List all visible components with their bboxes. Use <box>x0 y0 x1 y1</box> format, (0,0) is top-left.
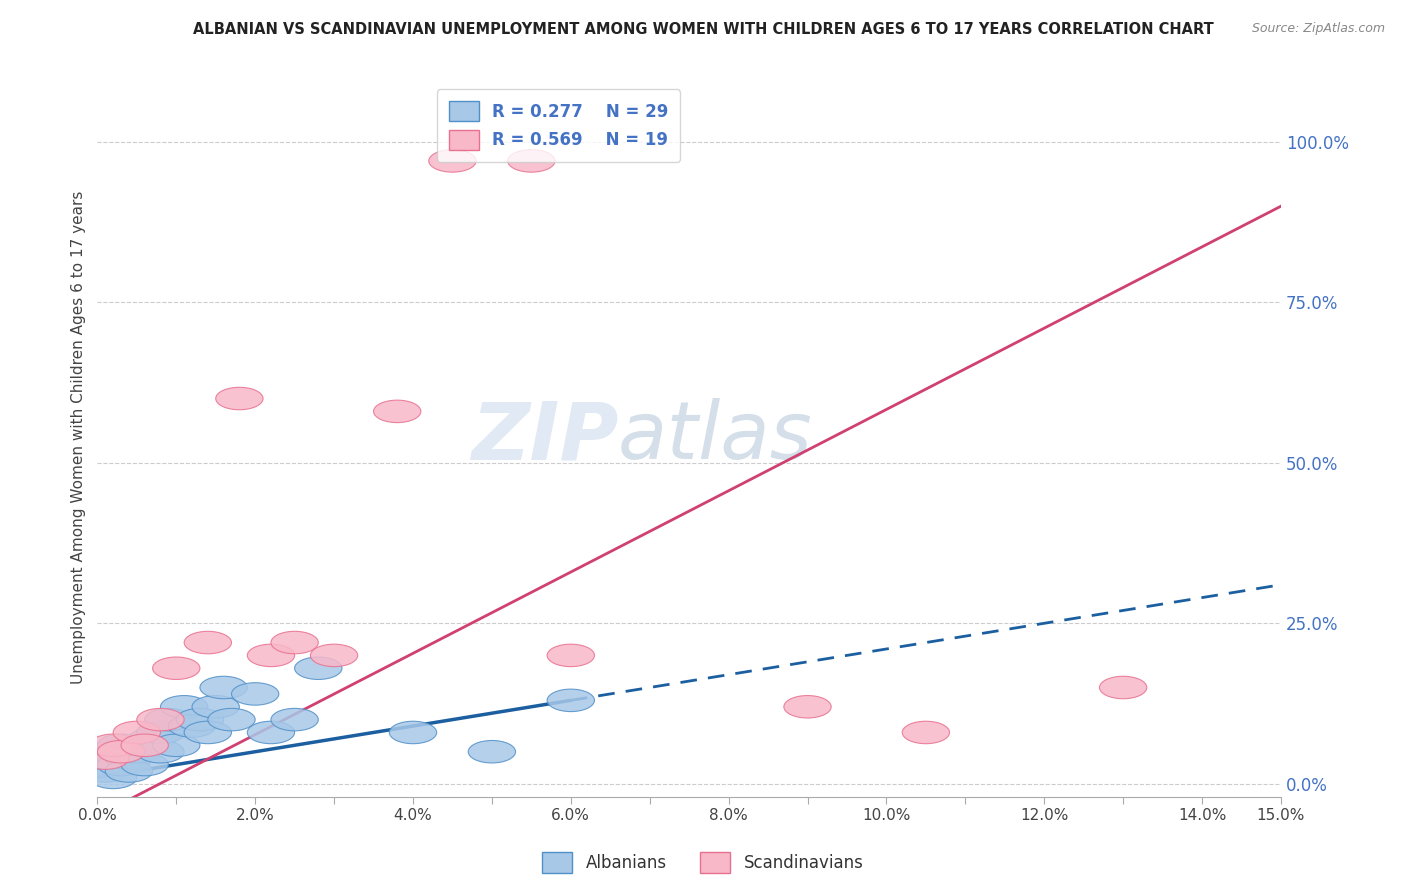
Ellipse shape <box>200 676 247 698</box>
Ellipse shape <box>145 708 193 731</box>
Ellipse shape <box>783 696 831 718</box>
Ellipse shape <box>97 734 145 756</box>
Text: atlas: atlas <box>619 398 813 476</box>
Ellipse shape <box>105 747 153 770</box>
Ellipse shape <box>90 740 136 763</box>
Ellipse shape <box>105 760 153 782</box>
Ellipse shape <box>311 644 357 666</box>
Ellipse shape <box>121 734 169 756</box>
Ellipse shape <box>82 747 129 770</box>
Ellipse shape <box>247 644 295 666</box>
Ellipse shape <box>160 696 208 718</box>
Ellipse shape <box>176 708 224 731</box>
Ellipse shape <box>468 740 516 763</box>
Ellipse shape <box>153 734 200 756</box>
Legend: Albanians, Scandinavians: Albanians, Scandinavians <box>536 846 870 880</box>
Ellipse shape <box>184 722 232 744</box>
Ellipse shape <box>429 150 477 172</box>
Text: ALBANIAN VS SCANDINAVIAN UNEMPLOYMENT AMONG WOMEN WITH CHILDREN AGES 6 TO 17 YEA: ALBANIAN VS SCANDINAVIAN UNEMPLOYMENT AM… <box>193 22 1213 37</box>
Ellipse shape <box>295 657 342 680</box>
Ellipse shape <box>97 740 145 763</box>
Ellipse shape <box>129 728 176 750</box>
Ellipse shape <box>247 722 295 744</box>
Ellipse shape <box>136 740 184 763</box>
Ellipse shape <box>1099 676 1147 698</box>
Ellipse shape <box>136 722 184 744</box>
Ellipse shape <box>232 682 278 706</box>
Ellipse shape <box>121 754 169 776</box>
Text: ZIP: ZIP <box>471 398 619 476</box>
Ellipse shape <box>508 150 555 172</box>
Ellipse shape <box>389 722 437 744</box>
Ellipse shape <box>271 708 318 731</box>
Text: Source: ZipAtlas.com: Source: ZipAtlas.com <box>1251 22 1385 36</box>
Ellipse shape <box>374 401 420 423</box>
Ellipse shape <box>136 708 184 731</box>
Ellipse shape <box>90 766 136 789</box>
Ellipse shape <box>547 690 595 712</box>
Ellipse shape <box>112 740 160 763</box>
Ellipse shape <box>193 696 239 718</box>
Ellipse shape <box>184 632 232 654</box>
Y-axis label: Unemployment Among Women with Children Ages 6 to 17 years: Unemployment Among Women with Children A… <box>72 190 86 684</box>
Ellipse shape <box>153 657 200 680</box>
Ellipse shape <box>271 632 318 654</box>
Ellipse shape <box>90 734 136 756</box>
Ellipse shape <box>903 722 949 744</box>
Ellipse shape <box>112 722 160 744</box>
Ellipse shape <box>215 387 263 409</box>
Ellipse shape <box>169 714 215 738</box>
Ellipse shape <box>208 708 254 731</box>
Ellipse shape <box>547 644 595 666</box>
Ellipse shape <box>82 747 129 770</box>
Legend: R = 0.277    N = 29, R = 0.569    N = 19: R = 0.277 N = 29, R = 0.569 N = 19 <box>437 89 681 161</box>
Ellipse shape <box>82 760 129 782</box>
Ellipse shape <box>97 754 145 776</box>
